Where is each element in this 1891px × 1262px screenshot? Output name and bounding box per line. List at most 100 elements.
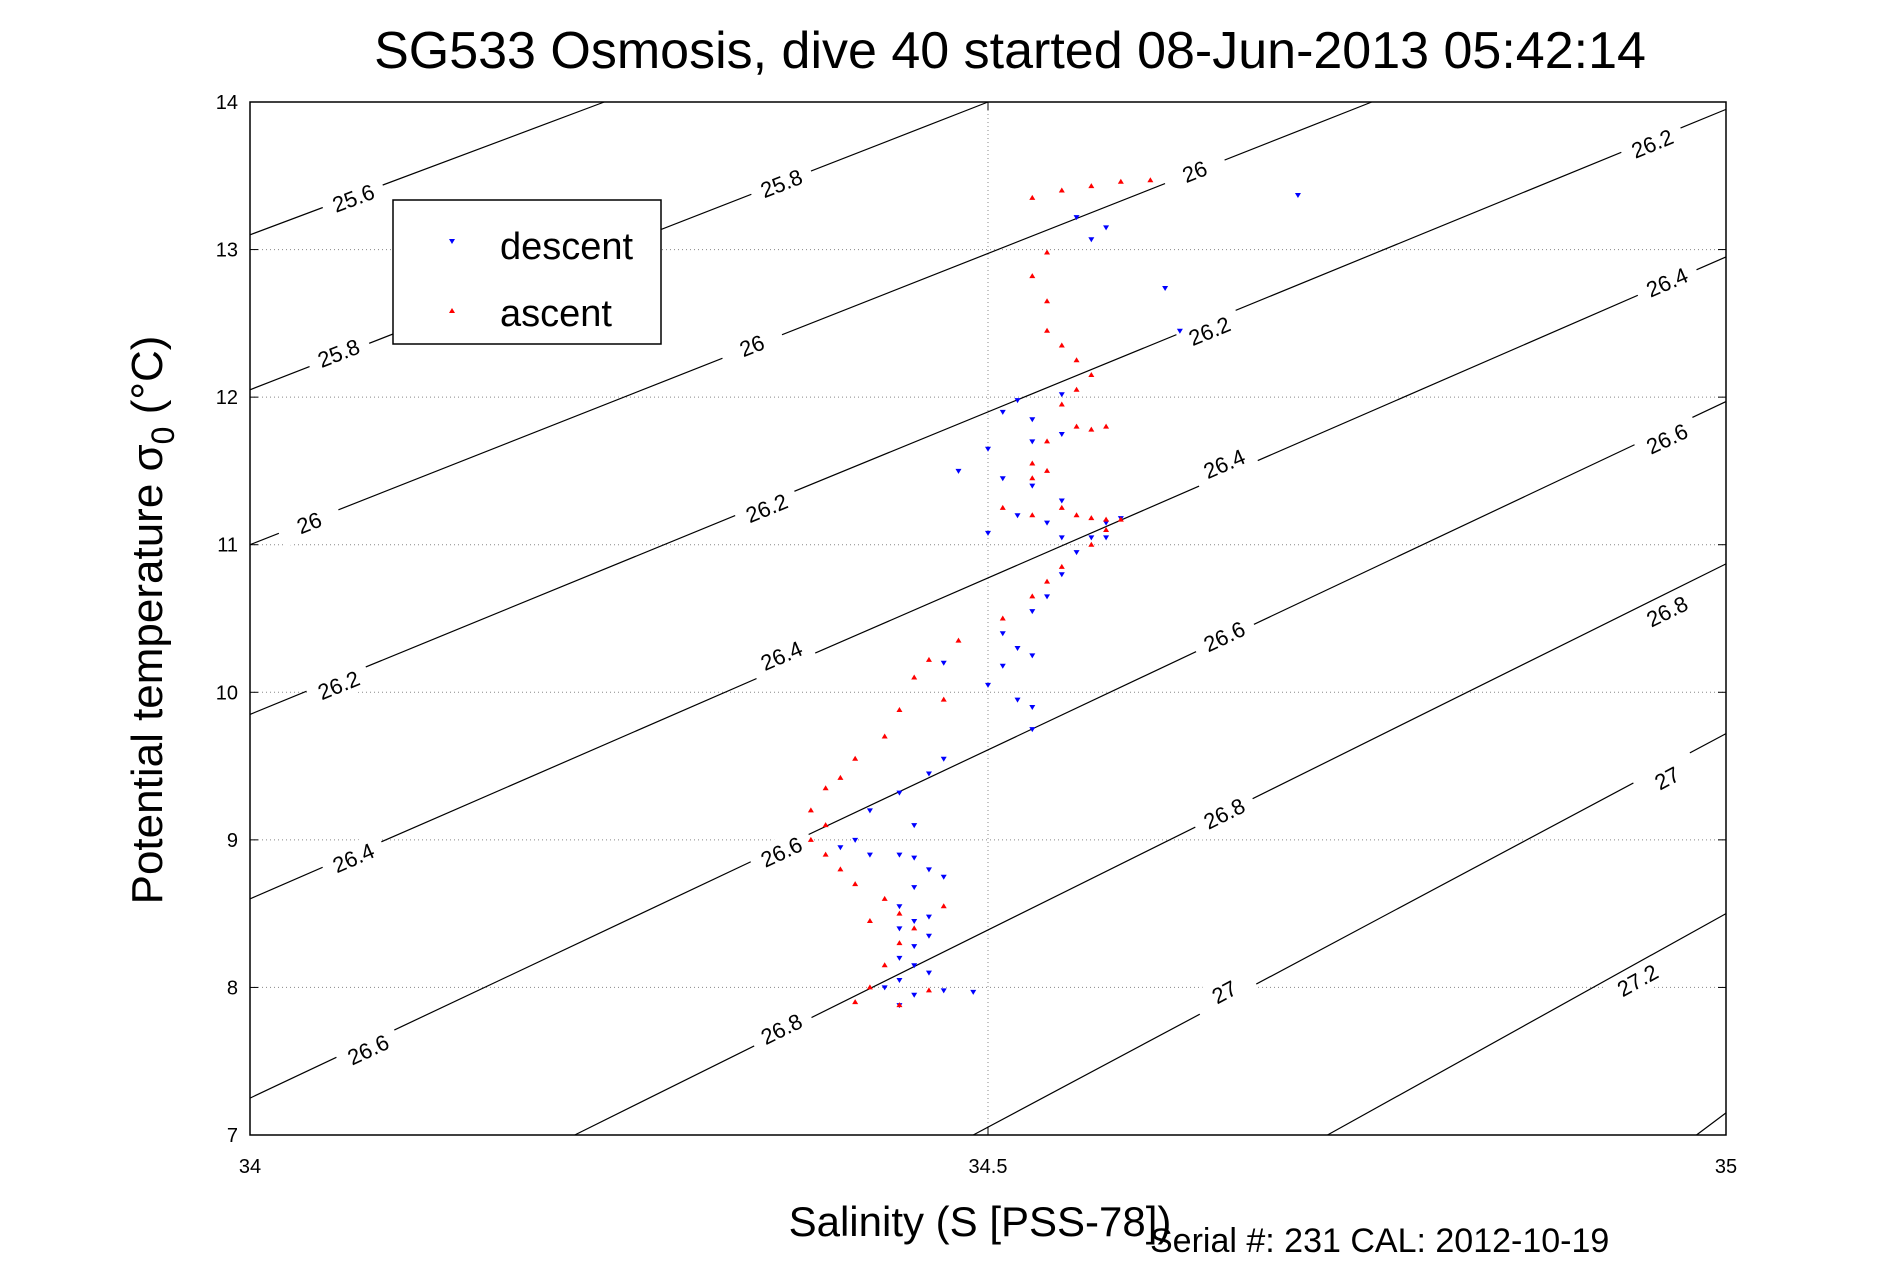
ascent-point <box>1044 438 1051 444</box>
ascent-point <box>1044 467 1051 473</box>
isopycnal-label-bg <box>1617 118 1688 169</box>
chart-title: SG533 Osmosis, dive 40 started 08-Jun-20… <box>374 22 1646 80</box>
ascent-point <box>1058 504 1065 510</box>
serial-cal-footer: Serial #: 231 CAL: 2012-10-19 <box>1150 1222 1609 1260</box>
ascent-point <box>866 918 873 924</box>
ascent-point <box>896 940 903 946</box>
ascent-point <box>896 706 903 712</box>
descent-point <box>1088 237 1095 243</box>
isopycnal-line <box>249 108 1727 715</box>
descent-point <box>1103 225 1110 231</box>
x-tick-label: 34.5 <box>969 1156 1008 1178</box>
descent-point <box>940 874 947 880</box>
descent-point <box>1073 215 1080 221</box>
ascent-point <box>1044 249 1051 255</box>
y-tick-label: 12 <box>216 387 238 409</box>
isopycnal-label-bg <box>274 497 344 548</box>
isopycnal-label-bg <box>1632 412 1702 465</box>
isopycnal-label-bg <box>746 1001 817 1056</box>
ascent-point <box>1088 541 1095 547</box>
isopycnal-label-bg <box>1159 146 1230 197</box>
ascent-point <box>807 807 814 813</box>
descent-point <box>1029 439 1036 445</box>
descent-point <box>1103 535 1110 541</box>
descent-point <box>866 808 873 814</box>
ascent-point <box>1029 194 1036 200</box>
descent-point <box>1029 483 1036 489</box>
x-axis-label: Salinity (S [PSS-78]) <box>789 1198 1172 1245</box>
grid <box>250 102 1726 1135</box>
ascent-point <box>866 984 873 990</box>
ascent-point <box>1029 512 1036 518</box>
legend-box <box>392 199 662 345</box>
ascent-point <box>940 903 947 909</box>
legend-ascent-marker <box>449 308 455 313</box>
isopycnal-line <box>249 401 1727 1099</box>
ascent-point <box>822 851 829 857</box>
ascent-point <box>1103 526 1110 532</box>
ascent-point <box>1029 475 1036 481</box>
descent-point <box>1014 697 1021 703</box>
descent-point <box>1058 572 1065 578</box>
ascent-point <box>940 696 947 702</box>
isopycnal-label-bg <box>333 1023 403 1076</box>
descent-point <box>911 963 918 969</box>
ascent-point <box>807 836 814 842</box>
ascent-point <box>881 962 888 968</box>
legend-descent-label: descent <box>500 226 634 268</box>
descent-point <box>852 837 859 843</box>
ascent-point <box>852 999 859 1005</box>
descent-point <box>999 476 1006 482</box>
ascent-point <box>1044 578 1051 584</box>
descent-point <box>1029 417 1036 423</box>
descent-point <box>1058 392 1065 398</box>
isopycnal-label-bg <box>716 320 787 371</box>
descent-point <box>911 944 918 950</box>
isopycnal-label-bg <box>1602 952 1673 1008</box>
descent-point <box>1014 513 1021 519</box>
descent-point <box>1162 285 1169 291</box>
ascent-point <box>1073 423 1080 429</box>
isopycnal-line <box>249 256 1727 900</box>
descent-point <box>1044 594 1051 600</box>
ascent-point <box>1117 516 1124 522</box>
ascent-point <box>896 1002 903 1008</box>
isopycnal-label-bg <box>1632 584 1702 638</box>
descent-point <box>1029 727 1036 733</box>
isopycnal-label-bg <box>303 328 374 378</box>
ascent-point <box>1103 516 1110 522</box>
descent-point <box>1103 520 1110 526</box>
ascent-point <box>1117 178 1124 184</box>
descent-point <box>911 919 918 925</box>
y-axis-ticks: 7 8 9 10 11 12 13 14 <box>216 92 1726 1147</box>
descent-point <box>999 631 1006 637</box>
isopycnal-label-bg <box>318 831 389 884</box>
descent-point <box>1014 646 1021 652</box>
y-tick-label: 9 <box>227 830 238 852</box>
isopycnal-label-bg <box>1189 609 1260 663</box>
isopycnal-label-bg <box>1174 305 1245 356</box>
descent-point <box>1058 498 1065 504</box>
ascent-point <box>1088 515 1095 521</box>
isopycnal-label-bg <box>1189 786 1260 841</box>
isopycnal-label-bg <box>303 659 374 710</box>
descent-point <box>881 985 888 991</box>
ascent-point <box>822 785 829 791</box>
isopycnal-label-bg <box>731 482 802 533</box>
ascent-point <box>911 674 918 680</box>
descent-point <box>955 468 962 474</box>
descent-point <box>1029 653 1036 659</box>
descent-point <box>985 682 991 688</box>
ascent-point <box>852 881 859 887</box>
descent-point <box>970 989 977 995</box>
legend-ascent-label: ascent <box>500 293 612 335</box>
descent-point <box>1044 520 1051 526</box>
ascent-point <box>1073 512 1080 518</box>
isopycnal-label-bg <box>746 629 817 681</box>
descent-point <box>911 885 918 891</box>
isopycnal-line <box>249 101 605 236</box>
descent-point <box>1029 705 1036 711</box>
ascent-point <box>955 637 962 643</box>
ascent-point <box>1147 177 1154 183</box>
descent-point <box>925 914 932 920</box>
